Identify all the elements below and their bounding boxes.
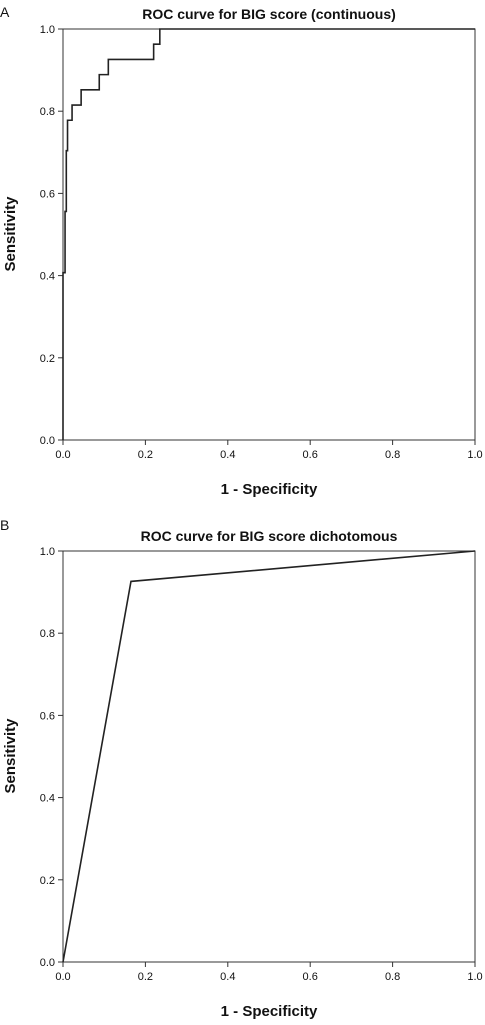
panel-b-title: ROC curve for BIG score dichotomous — [141, 528, 398, 544]
panel-a-title: ROC curve for BIG score (continuous) — [142, 6, 396, 22]
panel-a-x-tick-label: 0.4 — [220, 449, 235, 461]
panel-a-roc-curve — [62, 28, 475, 440]
panel-b-y-tick-label: 0.2 — [40, 875, 55, 887]
panel-a-y-tick-label: 0.2 — [40, 353, 55, 365]
panel-b-plot-frame — [62, 550, 476, 963]
panel-a-y-tick-label: 0.8 — [40, 106, 55, 118]
panel-b-roc-curve — [62, 550, 476, 963]
panel-a-y-tick-label: 0.6 — [40, 188, 55, 200]
panel-a-x-tick-label: 0.2 — [138, 449, 153, 461]
panel-b-y-tick-label: 1.0 — [40, 546, 55, 558]
panel-a-y-tick-label: 1.0 — [40, 24, 55, 36]
panel-a-x-axis-label: 1 - Specificity — [221, 481, 318, 498]
panel-b-y-axis-label: Sensitivity — [2, 718, 19, 794]
panel-a-x-tick-label: 0.0 — [55, 449, 70, 461]
panel-b-ticks: 0.0 0.2 0.4 0.6 0.8 1.0 0.0 0.2 0.4 0.6 0.8 1.0 — [40, 546, 483, 983]
panel-a: A ROC curve for BIG score (continuous) 0… — [0, 4, 483, 498]
panel-b-x-tick-label: 0.4 — [220, 971, 235, 983]
panel-a-ticks: 0.0 0.2 0.4 0.6 0.8 1.0 0.0 0.2 0.4 0.6 0.8 1.0 — [40, 24, 483, 461]
panel-a-x-tick-label: 1.0 — [467, 449, 482, 461]
panel-b-x-tick-label: 1.0 — [467, 971, 482, 983]
panel-a-plot-frame — [62, 28, 476, 441]
panel-b-x-tick-label: 0.6 — [303, 971, 318, 983]
panel-b-y-tick-label: 0.6 — [40, 710, 55, 722]
panel-b-y-tick-label: 0.8 — [40, 628, 55, 640]
panel-a-x-tick-label: 0.8 — [385, 449, 400, 461]
panel-a-y-axis-label: Sensitivity — [2, 196, 19, 272]
panel-b-y-tick-label: 0.4 — [40, 793, 55, 805]
panel-b-x-axis-label: 1 - Specificity — [221, 1003, 318, 1020]
panel-a-y-tick-label: 0.4 — [40, 271, 55, 283]
panel-a-x-tick-label: 0.6 — [303, 449, 318, 461]
panel-b-x-tick-label: 0.8 — [385, 971, 400, 983]
panel-a-letter: A — [0, 4, 10, 20]
panel-b-x-tick-label: 0.2 — [138, 971, 153, 983]
panel-b-y-tick-label: 0.0 — [40, 957, 55, 969]
panel-b: B ROC curve for BIG score dichotomous 0.… — [0, 517, 483, 1020]
panel-b-x-tick-label: 0.0 — [55, 971, 70, 983]
panel-b-letter: B — [0, 517, 9, 533]
panel-a-y-tick-label: 0.0 — [40, 435, 55, 447]
